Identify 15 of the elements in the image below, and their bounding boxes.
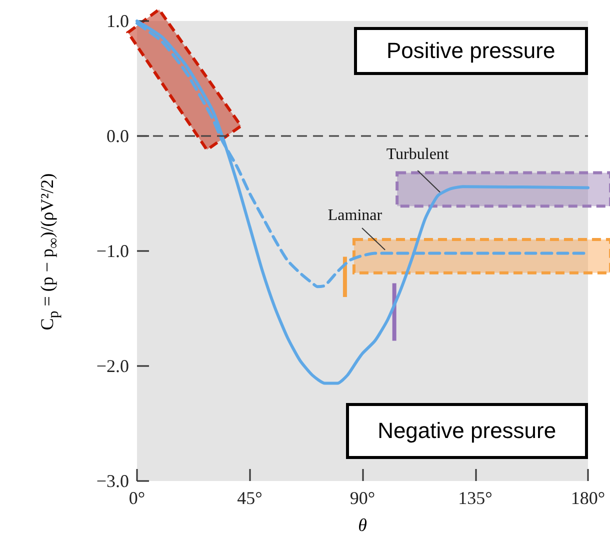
y-tick-label: 0.0	[106, 126, 129, 146]
annotation: Positive pressure	[354, 26, 588, 76]
y-tick-label: −2.0	[96, 356, 129, 376]
y-tick-label: 1.0	[106, 11, 129, 31]
series-label: Turbulent	[386, 146, 450, 164]
x-tick-label: 90°	[350, 488, 376, 508]
x-tick-label: 135°	[458, 488, 492, 508]
annotation: Negative pressure	[346, 402, 588, 460]
x-tick-label: 0°	[128, 488, 146, 508]
y-tick-label: −3.0	[96, 471, 129, 491]
x-tick-label: 45°	[237, 488, 262, 508]
x-axis-title: θ	[357, 515, 368, 536]
y-tick-label: −1.0	[96, 241, 129, 261]
series-label: Laminar	[328, 207, 383, 224]
x-tick-label: 180°	[570, 488, 606, 508]
